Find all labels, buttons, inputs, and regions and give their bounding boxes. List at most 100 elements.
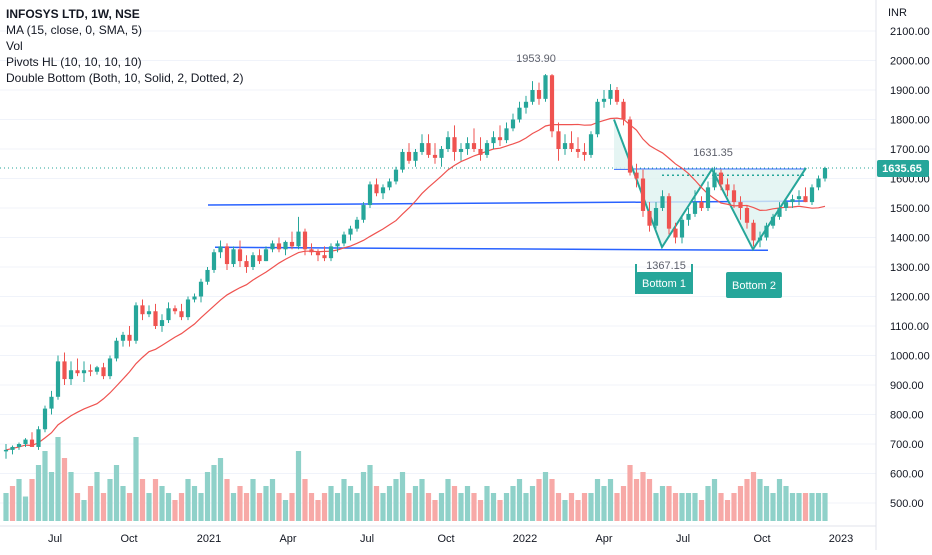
candle-body xyxy=(627,119,633,173)
candle-body xyxy=(452,137,457,152)
candle-body xyxy=(263,249,269,262)
volume-bar xyxy=(594,479,601,521)
volume-bar xyxy=(666,486,672,521)
price-tick: 700.00 xyxy=(890,439,924,451)
volume-bar xyxy=(393,479,399,521)
candle-body xyxy=(731,190,737,203)
time-tick: Oct xyxy=(120,533,137,545)
volume-bar xyxy=(796,493,802,521)
volume-bar xyxy=(250,479,256,521)
candle-body xyxy=(816,178,821,188)
candle-body xyxy=(348,228,353,235)
volume-bar xyxy=(347,486,354,521)
volume-bar xyxy=(588,493,594,521)
candle-body xyxy=(380,187,386,194)
volume-bar xyxy=(731,493,737,521)
volume-bar xyxy=(120,486,126,521)
candle-body xyxy=(465,143,470,149)
legend-double-bottom[interactable]: Double Bottom (Both, 10, Solid, 2, Dotte… xyxy=(6,71,244,85)
volume-bar xyxy=(87,486,94,521)
volume-bar xyxy=(146,493,152,521)
volume-bar xyxy=(74,493,81,521)
volume-bar xyxy=(22,496,29,521)
volume-bar xyxy=(55,437,61,521)
volume-bar xyxy=(48,472,55,521)
volume-bar xyxy=(308,493,315,521)
candle-body xyxy=(491,137,496,144)
candle-body xyxy=(302,231,308,250)
volume-bar xyxy=(139,479,146,521)
candle-body xyxy=(23,439,28,444)
candle-body xyxy=(10,446,15,450)
candle-body xyxy=(471,143,477,149)
volume-bar xyxy=(614,493,620,521)
volume-bar xyxy=(757,479,763,521)
time-tick: Oct xyxy=(437,533,454,545)
price-tick: 1200.00 xyxy=(890,292,930,304)
volume-bar xyxy=(211,465,217,521)
price-tick: 1100.00 xyxy=(890,321,929,333)
candle-body xyxy=(146,311,152,315)
legend-pivots[interactable]: Pivots HL (10, 10, 10, 10) xyxy=(6,55,142,69)
candle-body xyxy=(250,255,256,267)
candle-body xyxy=(107,358,113,377)
legend-ma[interactable]: MA (15, close, 0, SMA, 5) xyxy=(6,23,143,37)
moving-average xyxy=(5,117,826,451)
symbol-title[interactable]: INFOSYS LTD, 1W, NSE xyxy=(6,7,140,21)
candle-body xyxy=(588,134,594,155)
candle-body xyxy=(510,119,516,129)
volume-bar xyxy=(159,486,165,521)
candle-body xyxy=(328,246,334,259)
candle-body xyxy=(140,305,145,315)
volume-bar xyxy=(133,437,139,521)
last-price-label: 1635.65 xyxy=(882,163,922,175)
candle-body xyxy=(757,237,763,241)
volume-bar xyxy=(29,479,35,521)
candle-body xyxy=(172,308,178,312)
price-tick: 1700.00 xyxy=(890,144,930,156)
volume-bar xyxy=(126,493,133,521)
price-tick: 600.00 xyxy=(890,469,924,481)
candle-body xyxy=(367,184,373,206)
volume-bar xyxy=(94,472,100,521)
time-tick: Apr xyxy=(595,533,612,545)
annotations: 1953.90 1631.35 1367.15 Bottom 1 Bottom 2 xyxy=(516,53,782,298)
volume-bar xyxy=(802,493,809,521)
candle-body xyxy=(653,208,659,226)
ma-line xyxy=(5,117,826,451)
volume-bar xyxy=(445,479,451,521)
volume-bar xyxy=(302,479,308,521)
legend-vol[interactable]: Vol xyxy=(6,39,23,53)
candle-body xyxy=(192,296,197,300)
volume-bar xyxy=(562,500,568,521)
price-axis[interactable]: INR 2100.00 2000.00 1900.00 1800.00 1700.00 16… xyxy=(877,7,930,510)
candle-body xyxy=(283,241,288,250)
time-tick: Jul xyxy=(676,533,690,545)
candle-body xyxy=(322,255,327,259)
candle-body xyxy=(699,202,704,208)
candle-body xyxy=(660,196,665,208)
bottom2-label: Bottom 2 xyxy=(732,280,776,292)
candle-body xyxy=(634,172,639,179)
candle-body xyxy=(640,178,646,211)
candle-body xyxy=(569,143,574,149)
volume-bar xyxy=(490,493,497,521)
candle-body xyxy=(575,149,581,152)
mid-trend-line xyxy=(207,200,806,206)
volume-bar xyxy=(549,479,555,521)
volume-bar xyxy=(42,451,48,521)
volume-bar xyxy=(536,479,542,521)
volume-bar xyxy=(770,493,776,521)
volume-bar xyxy=(432,500,438,521)
candle-body xyxy=(309,249,314,253)
time-axis[interactable]: Jul Oct 2021 Apr Jul Oct 2022 Apr Jul Oct 2023 xyxy=(48,533,853,545)
volume-bar xyxy=(3,493,9,521)
volume-bar xyxy=(789,493,796,521)
time-tick: 2021 xyxy=(197,533,221,545)
volume-bar xyxy=(354,493,360,521)
candle-body xyxy=(406,151,412,161)
candle-body xyxy=(556,131,561,149)
candle-body xyxy=(68,370,74,380)
